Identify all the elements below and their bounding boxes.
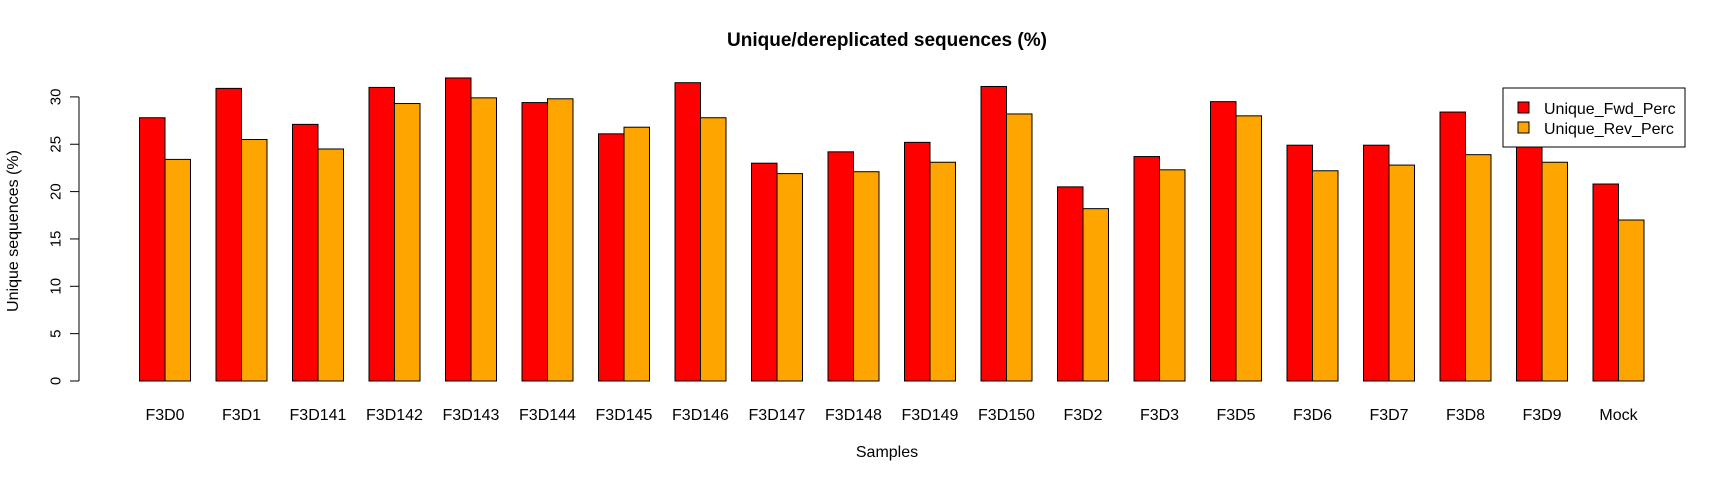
bar-rev: [1006, 113, 1033, 382]
x-tick-label: F3D146: [672, 407, 729, 424]
y-tick-label: 20: [47, 183, 64, 200]
bar-fwd: [751, 162, 778, 382]
bar-fwd: [827, 151, 854, 382]
bar-fwd: [1057, 186, 1084, 382]
x-tick-label: F3D142: [366, 407, 423, 424]
bar-rev: [1465, 154, 1492, 382]
x-tick-label: F3D0: [145, 407, 184, 424]
x-tick-label: F3D147: [749, 407, 806, 424]
x-tick-label: F3D1: [222, 407, 261, 424]
bar-rev: [547, 98, 574, 382]
bar-rev: [776, 173, 803, 382]
bar-rev: [317, 148, 344, 382]
x-tick-label: F3D141: [290, 407, 347, 424]
bar-fwd: [1439, 111, 1466, 382]
bar-fwd: [674, 82, 701, 382]
x-tick-label: F3D6: [1293, 407, 1332, 424]
bar-rev: [853, 171, 880, 382]
legend-label-fwd: Unique_Fwd_Perc: [1544, 101, 1676, 118]
bar-fwd: [139, 117, 166, 382]
chart-title: Unique/dereplicated sequences (%): [727, 30, 1047, 51]
x-tick-label: F3D145: [596, 407, 653, 424]
x-tick-label: F3D8: [1446, 407, 1485, 424]
bar-rev: [929, 161, 956, 382]
bar-rev: [164, 158, 191, 382]
y-tick-label: 25: [47, 136, 64, 153]
legend-box: [1502, 87, 1686, 148]
bar-fwd: [368, 86, 395, 382]
bar-rev: [1159, 169, 1186, 382]
y-tick-label: 30: [47, 89, 64, 106]
x-tick-label: F3D2: [1063, 407, 1102, 424]
legend-swatch-fwd: [1517, 101, 1530, 114]
y-axis: 0 5 10 15 20 25 30: [47, 89, 80, 385]
bar-rev: [623, 126, 650, 382]
y-tick-label: 15: [47, 231, 64, 248]
bar-fwd: [1133, 156, 1160, 382]
bar-fwd: [521, 102, 548, 382]
y-tick-label: 5: [47, 329, 64, 337]
x-tick-label: F3D148: [825, 407, 882, 424]
x-tick-label: F3D7: [1369, 407, 1408, 424]
x-tick-label: F3D144: [519, 407, 576, 424]
legend-swatch-rev: [1517, 121, 1530, 134]
category-labels: F3D0 F3D1 F3D141 F3D142 F3D143 F3D144 F3D145 F3…: [145, 407, 1638, 424]
bar-fwd: [1286, 144, 1313, 382]
bar-rev: [1235, 115, 1262, 382]
bar-fwd: [980, 85, 1007, 382]
bar-rev: [1541, 161, 1568, 382]
x-tick-label: F3D3: [1140, 407, 1179, 424]
bar-fwd: [1592, 183, 1619, 382]
y-axis-label: Unique sequences (%): [5, 150, 22, 312]
bar-rev: [1618, 219, 1645, 382]
x-tick-label: F3D9: [1522, 407, 1561, 424]
x-axis-label: Samples: [856, 444, 918, 461]
bar-fwd: [1210, 101, 1237, 382]
bar-fwd: [215, 87, 242, 382]
legend-label-rev: Unique_Rev_Perc: [1544, 121, 1674, 138]
bar-fwd: [292, 123, 319, 382]
bar-rev: [241, 139, 268, 382]
legend: Unique_Fwd_Perc Unique_Rev_Perc: [1502, 87, 1686, 148]
bar-rev: [1388, 164, 1415, 382]
x-tick-label: F3D143: [443, 407, 500, 424]
bar-fwd: [445, 77, 472, 382]
bar-rev: [1082, 208, 1109, 382]
x-tick-label: F3D150: [978, 407, 1035, 424]
y-tick-label: 0: [47, 377, 64, 385]
bars-group: [139, 77, 1645, 382]
bar-rev: [1312, 170, 1339, 382]
bar-rev: [470, 97, 497, 382]
x-tick-label: F3D149: [902, 407, 959, 424]
bar-rev: [394, 103, 421, 382]
x-tick-label: F3D5: [1216, 407, 1255, 424]
bar-fwd: [1363, 144, 1390, 382]
bar-fwd: [598, 133, 625, 382]
y-tick-label: 10: [47, 278, 64, 295]
x-tick-label: Mock: [1599, 407, 1638, 424]
bar-fwd: [904, 141, 931, 382]
bar-fwd: [1516, 129, 1543, 382]
bar-rev: [700, 117, 727, 382]
